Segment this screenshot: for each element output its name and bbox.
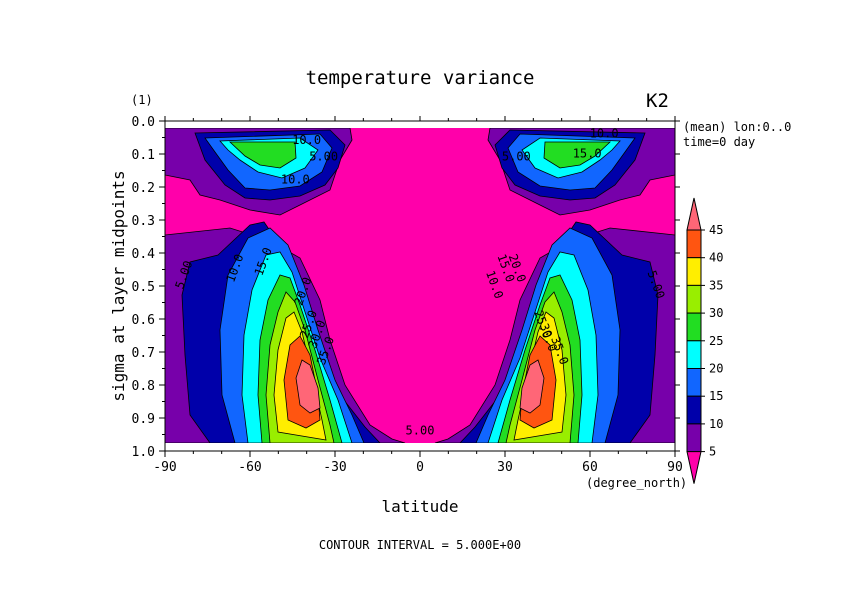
- colorbar-swatch-35: [686, 257, 702, 286]
- colorbar-label: 25: [709, 334, 723, 348]
- colorbar-label: 10: [709, 417, 723, 431]
- x-axis: -90 -60 -30 0 30 60 90: [153, 116, 683, 475]
- x-tick-label: -60: [238, 460, 261, 475]
- x-tick-label: 90: [667, 460, 683, 475]
- x-axis-units: (degree_north): [586, 476, 687, 490]
- colorbar-label: 45: [709, 223, 723, 237]
- colorbar-label: 5: [709, 445, 716, 459]
- x-tick-label: -30: [323, 460, 346, 475]
- y-tick-label: 0.2: [132, 181, 155, 196]
- contour-label: 5.00: [502, 150, 531, 164]
- colorbar-swatch-10: [686, 395, 702, 425]
- colorbar-label: 35: [709, 278, 723, 292]
- contour-band-45-south: [295, 359, 321, 414]
- contour-label: 5.00: [406, 424, 435, 438]
- y-tick-label: 0.1: [132, 148, 155, 163]
- contour-fills: [165, 128, 675, 443]
- chart-title: temperature variance: [306, 67, 535, 89]
- y-tick-label: 0.0: [132, 115, 155, 130]
- contour-label: 10.0: [590, 127, 619, 141]
- y-axis: 0.0 0.1 0.2 0.3 0.4 0.5 0.6 0.7 0.8 0.9 1.0: [132, 115, 680, 460]
- subtitle-right: K2: [646, 90, 669, 112]
- contour-interval-note: CONTOUR INTERVAL = 5.000E+00: [319, 538, 521, 552]
- contour-band-25-north: [543, 141, 612, 169]
- x-tick-label: 60: [582, 460, 598, 475]
- y-tick-label: 0.9: [132, 412, 155, 427]
- colorbar: 5 10 15 20 25 30 35 40 45: [686, 197, 723, 484]
- colorbar-swatch-40: [686, 229, 702, 259]
- colorbar-label: 40: [709, 251, 723, 265]
- y-tick-label: 0.3: [132, 214, 155, 229]
- x-tick-label: 30: [497, 460, 513, 475]
- subtitle-left: (1): [131, 93, 153, 107]
- x-axis-label: latitude: [381, 497, 458, 516]
- contour-label: 10.0: [281, 173, 310, 187]
- y-tick-label: 0.5: [132, 280, 155, 295]
- colorbar-swatch-30: [686, 284, 702, 314]
- colorbar-swatch-25: [686, 312, 702, 342]
- y-tick-label: 1.0: [132, 445, 155, 460]
- info-line-lon: (mean) lon:0..0: [683, 120, 791, 134]
- y-tick-label: 0.6: [132, 313, 155, 328]
- contour-band-45-north: [519, 359, 545, 414]
- y-tick-label: 0.7: [132, 346, 155, 361]
- colorbar-arrow-top: [686, 197, 702, 231]
- colorbar-swatch-15: [686, 368, 702, 397]
- colorbar-label: 30: [709, 306, 723, 320]
- colorbar-arrow-bottom: [686, 451, 702, 484]
- contour-band-25-south: [228, 141, 297, 169]
- contour-label: 10.0: [292, 133, 321, 147]
- y-axis-label: sigma at layer midpoints: [109, 170, 128, 401]
- y-tick-label: 0.8: [132, 379, 155, 394]
- contour-label: 5.00: [309, 150, 338, 164]
- y-tick-label: 0.4: [132, 247, 156, 262]
- x-tick-label: 0: [416, 460, 424, 475]
- x-tick-label: -90: [153, 460, 176, 475]
- colorbar-label: 15: [709, 389, 723, 403]
- contour-label: 15.0: [573, 146, 602, 160]
- info-line-time: time=0 day: [683, 135, 755, 149]
- colorbar-swatch-20: [686, 340, 702, 369]
- colorbar-swatch-5: [686, 423, 702, 453]
- colorbar-label: 20: [709, 362, 723, 376]
